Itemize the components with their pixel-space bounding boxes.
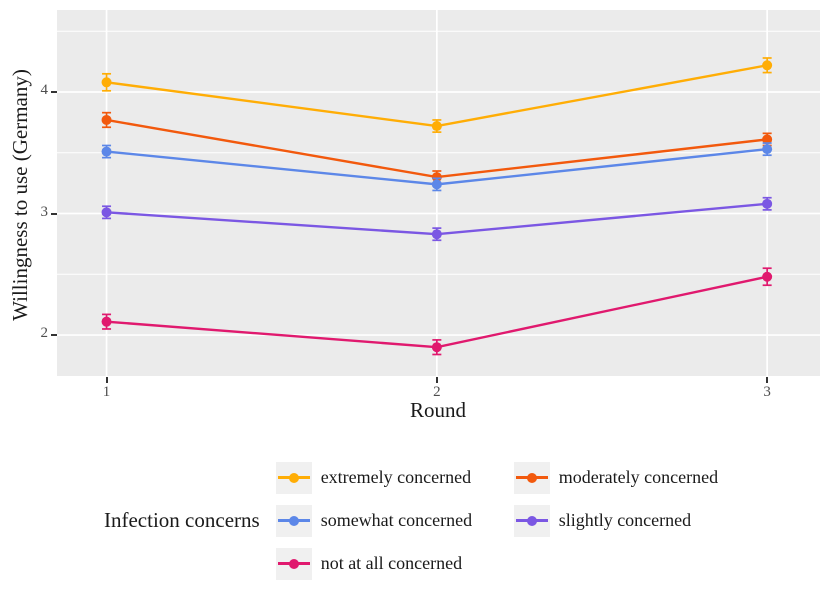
x-tick-mark: [435, 377, 438, 383]
legend-entry: extremely concerned: [275, 461, 514, 494]
data-point: [431, 121, 442, 132]
y-tick-label: 3: [40, 203, 49, 220]
y-tick-label: 2: [40, 325, 49, 342]
legend: Infection concerns extremely concerned mo…: [104, 456, 824, 585]
legend-key: [513, 461, 550, 494]
legend-key-point-icon: [288, 558, 299, 569]
legend-entry: not at all concerned: [275, 547, 514, 580]
x-tick-mark: [105, 377, 108, 383]
data-point: [762, 198, 773, 209]
legend-label: not at all concerned: [320, 553, 463, 573]
data-point: [101, 77, 112, 88]
data-point: [101, 316, 112, 327]
legend-label: slightly concerned: [558, 510, 692, 530]
legend-key: [275, 504, 312, 537]
legend-key-point-icon: [288, 515, 299, 526]
data-point: [101, 114, 112, 125]
legend-label: moderately concerned: [558, 467, 719, 487]
legend-key: [275, 461, 312, 494]
legend-key-point-icon: [526, 472, 537, 483]
data-point: [762, 271, 773, 282]
x-axis-title: Round: [409, 398, 466, 422]
legend-label: somewhat concerned: [320, 510, 473, 530]
legend-entry: somewhat concerned: [275, 504, 514, 537]
data-point: [101, 146, 112, 157]
y-tick-mark: [51, 212, 57, 215]
data-point: [762, 134, 773, 145]
legend-entry: slightly concerned: [513, 504, 766, 537]
legend-entry: moderately concerned: [513, 461, 766, 494]
y-tick-mark: [51, 334, 57, 337]
data-point: [431, 179, 442, 190]
legend-key: [275, 547, 312, 580]
legend-label: extremely concerned: [320, 467, 472, 487]
x-tick-label: 2: [433, 384, 441, 400]
legend-entries: extremely concerned moderately concerned s…: [275, 456, 766, 585]
data-point: [431, 342, 442, 353]
panel-background: [57, 10, 820, 376]
data-point: [762, 144, 773, 155]
y-tick-label: 4: [40, 82, 49, 99]
data-point: [762, 60, 773, 71]
plot-panel: [57, 10, 820, 376]
x-tick-label: 3: [763, 384, 771, 400]
data-point: [101, 207, 112, 218]
legend-key-point-icon: [526, 515, 537, 526]
y-tick-mark: [51, 91, 57, 94]
x-tick-mark: [766, 377, 769, 383]
data-point: [431, 172, 442, 183]
x-tick-label: 1: [102, 384, 111, 400]
data-point: [431, 229, 442, 240]
legend-key: [513, 504, 550, 537]
legend-key-point-icon: [288, 472, 299, 483]
legend-title: Infection concerns: [104, 508, 260, 532]
